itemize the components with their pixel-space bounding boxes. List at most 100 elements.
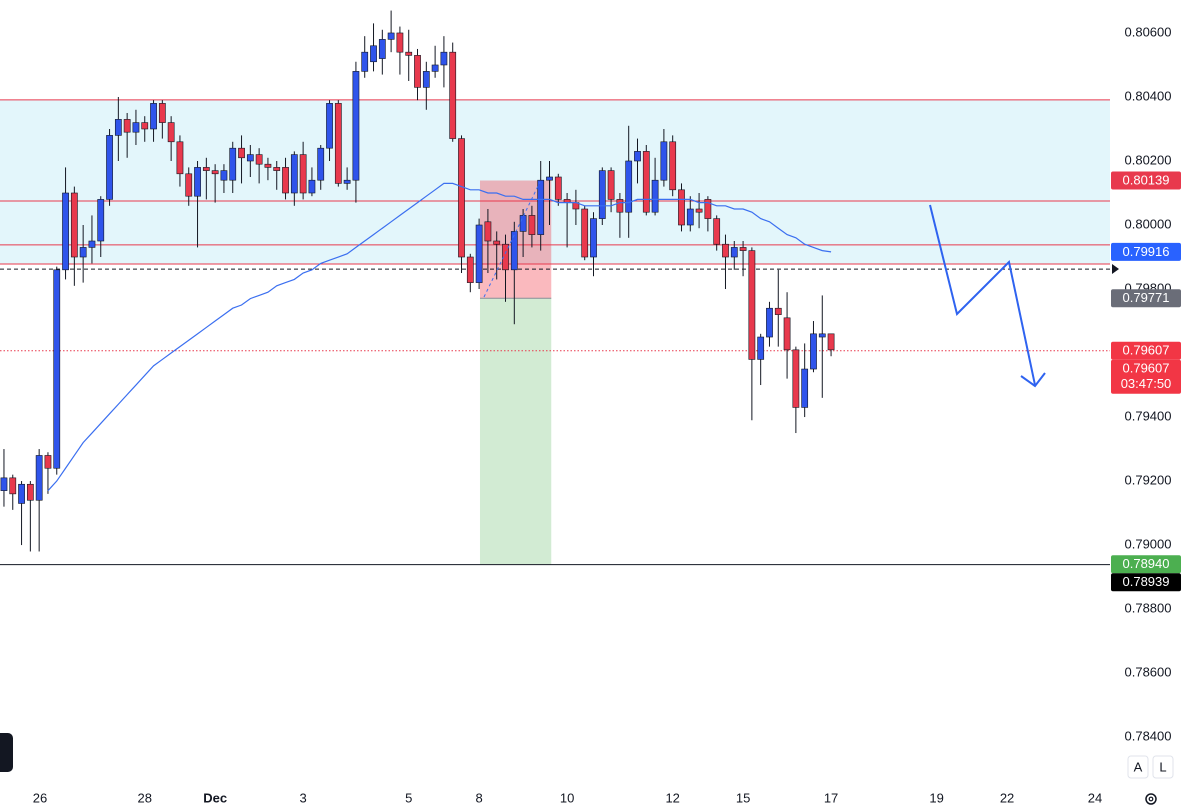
candle-body xyxy=(132,122,140,133)
candle-body xyxy=(774,307,782,315)
candle-body xyxy=(590,218,597,258)
candle-body xyxy=(686,208,694,226)
background-layer xyxy=(0,99,1110,566)
candle-body xyxy=(634,151,641,162)
x-tick-label: 26 xyxy=(33,790,47,805)
candle-body xyxy=(273,167,281,171)
y-tick-label: 0.80400 xyxy=(1125,88,1172,103)
candle-body xyxy=(757,336,765,360)
x-tick-label: 24 xyxy=(1088,790,1102,805)
candle-body xyxy=(167,122,175,143)
candle-body xyxy=(537,179,545,235)
candle-body xyxy=(176,141,184,175)
candle-body xyxy=(396,32,404,53)
candle-body xyxy=(185,173,193,197)
candle-body xyxy=(642,151,650,213)
y-tick-label: 0.78400 xyxy=(1125,729,1172,744)
candle-body xyxy=(282,167,289,194)
candle-body xyxy=(801,368,809,408)
candle-body xyxy=(114,119,122,136)
candle-body xyxy=(370,45,377,63)
candle-body xyxy=(554,176,562,200)
price-tag xyxy=(1111,555,1181,574)
price-tag-label: 0.80139 xyxy=(1123,172,1170,187)
candle-body xyxy=(211,170,219,175)
candle-body xyxy=(387,32,395,40)
candle-body xyxy=(202,167,210,171)
candle-body xyxy=(97,199,105,242)
x-tick-label: 3 xyxy=(300,790,307,805)
candle-body xyxy=(660,141,668,181)
candle-body xyxy=(695,208,703,213)
candle-body xyxy=(246,154,254,162)
candle-body xyxy=(414,55,421,88)
candle-body xyxy=(581,208,589,258)
y-tick-label: 0.79200 xyxy=(1125,472,1172,487)
candle-body xyxy=(334,103,342,184)
candle-body xyxy=(62,192,69,271)
candle-body xyxy=(299,154,307,194)
side-tab[interactable] xyxy=(0,733,13,772)
projection-arrowhead xyxy=(1020,372,1046,388)
price-tag-label: 0.78939 xyxy=(1123,574,1170,589)
price-tag-countdown: 03:47:50 xyxy=(1121,376,1172,391)
candle-body xyxy=(308,179,316,194)
candle-body xyxy=(669,141,677,191)
x-tick-label: 15 xyxy=(736,790,750,805)
candle-body xyxy=(783,317,791,351)
axis-layer: 0.806000.804000.802000.800000.798000.796… xyxy=(33,24,1181,805)
candle-body xyxy=(290,154,298,194)
candle-body xyxy=(422,71,430,88)
x-tick-label: 19 xyxy=(929,790,943,805)
candle-body xyxy=(818,333,826,338)
candle-body xyxy=(484,221,492,242)
candle-body xyxy=(546,176,553,181)
candle-body xyxy=(150,103,157,130)
candle-body xyxy=(730,247,738,258)
candle-body xyxy=(827,333,835,351)
price-tag xyxy=(1111,359,1181,394)
target-area xyxy=(479,298,552,565)
candle-body xyxy=(378,39,386,59)
candle-body xyxy=(264,163,272,168)
candle-body xyxy=(343,179,351,184)
candle-body xyxy=(361,51,369,72)
candle-body xyxy=(510,231,518,271)
candle-body xyxy=(220,170,228,181)
candle-body xyxy=(625,160,633,213)
candle-body xyxy=(18,483,25,504)
candle-body xyxy=(106,135,113,200)
moving-average xyxy=(47,182,832,492)
candle-body xyxy=(475,224,483,283)
candle-body xyxy=(26,483,34,501)
settings-icon-core xyxy=(1148,796,1154,802)
x-tick-label: 5 xyxy=(405,790,412,805)
candle-body xyxy=(766,307,773,338)
candle-body xyxy=(722,243,729,258)
scale-button[interactable] xyxy=(1127,755,1149,779)
candle-body xyxy=(739,247,747,251)
scale-button[interactable] xyxy=(1152,755,1174,779)
y-tick-label: 0.79000 xyxy=(1125,537,1172,552)
candle-body xyxy=(466,256,474,283)
candle-body xyxy=(238,147,245,159)
candle-body xyxy=(431,64,439,72)
x-tick-label: 8 xyxy=(475,790,482,805)
price-tag-label: 0.78940 xyxy=(1123,556,1170,571)
x-tick-label: 10 xyxy=(560,790,574,805)
candle-body xyxy=(158,103,166,123)
candle-body xyxy=(598,170,606,219)
settings-icon[interactable] xyxy=(1145,793,1157,805)
candle-body xyxy=(458,138,465,258)
price-tag xyxy=(1111,341,1181,360)
candle-body xyxy=(405,51,413,56)
candle-body xyxy=(748,250,756,360)
y-tick-label: 0.78600 xyxy=(1125,665,1172,680)
candle-body xyxy=(651,179,659,213)
candle-body xyxy=(810,333,817,370)
candle-body xyxy=(519,215,527,232)
candle-body xyxy=(616,199,624,213)
y-tick-label: 0.79400 xyxy=(1125,408,1172,423)
candle-body xyxy=(9,477,17,495)
candle-body xyxy=(792,349,800,408)
